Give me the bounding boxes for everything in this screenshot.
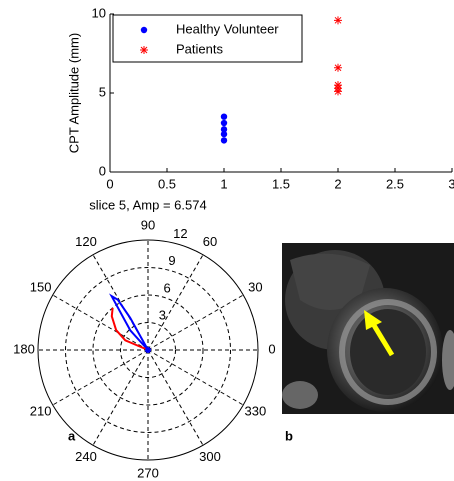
theta-tick-label: 180 <box>13 341 35 356</box>
theta-tick-label: 270 <box>137 465 159 480</box>
theta-tick-label: 30 <box>248 279 262 294</box>
legend-marker <box>140 46 148 54</box>
y-tick-label: 0 <box>99 163 106 178</box>
legend-marker <box>141 27 147 33</box>
theta-tick-label: 90 <box>141 217 155 232</box>
y-axis-label: CPT Amplitude (mm) <box>66 33 81 153</box>
theta-tick-label: 330 <box>245 403 267 418</box>
x-tick-label: 2 <box>334 176 341 191</box>
figure: a b 00.511.522.530510CPT Amplitude (mm)H… <box>0 0 454 481</box>
legend-label: Patients <box>176 41 223 56</box>
point <box>221 137 227 143</box>
x-tick-label: 3 <box>448 176 454 191</box>
center-dot <box>145 347 151 353</box>
r-tick-label: 6 <box>164 280 171 295</box>
theta-tick-label: 300 <box>199 449 221 464</box>
x-tick-label: 2.5 <box>386 176 404 191</box>
point <box>221 114 227 120</box>
theta-tick-label: 240 <box>75 449 97 464</box>
mri-image <box>282 243 454 414</box>
point <box>221 131 227 137</box>
theta-tick-label: 150 <box>30 279 52 294</box>
y-tick-label: 5 <box>99 84 106 99</box>
y-tick-label: 10 <box>92 5 106 20</box>
r-tick-label: 12 <box>173 226 187 241</box>
theta-tick-label: 120 <box>75 234 97 249</box>
panel-label: a <box>68 428 76 443</box>
point <box>334 64 342 72</box>
point <box>334 16 342 24</box>
point <box>221 120 227 126</box>
theta-tick-label: 210 <box>30 403 52 418</box>
r-tick-label: 9 <box>168 253 175 268</box>
x-tick-label: 1.5 <box>272 176 290 191</box>
r-tick-label: 3 <box>159 307 166 322</box>
legend-label: Healthy Volunteer <box>176 21 279 36</box>
theta-tick-label: 60 <box>203 234 217 249</box>
chart-title: slice 5, Amp = 6.574 <box>89 197 206 212</box>
theta-tick-label: 0 <box>268 341 275 356</box>
x-tick-label: 0.5 <box>158 176 176 191</box>
panel-label: b <box>285 428 293 443</box>
point <box>334 87 342 95</box>
x-tick-label: 1 <box>220 176 227 191</box>
x-tick-label: 0 <box>106 176 113 191</box>
